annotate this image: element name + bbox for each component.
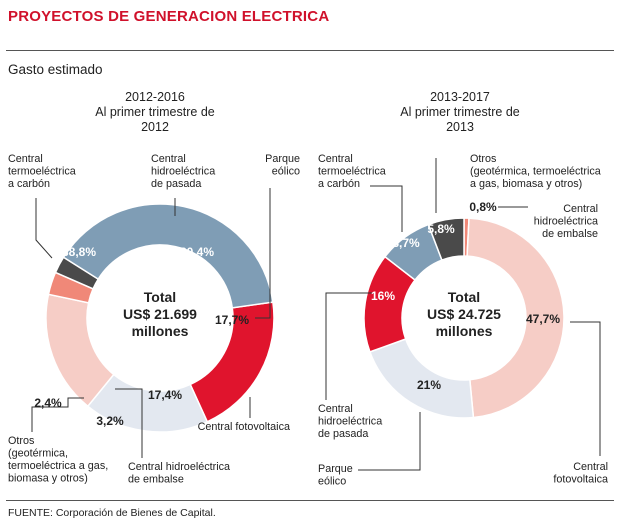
category-label-otros: Otros (geotérmica, termoeléctrica a gas, b… bbox=[470, 153, 601, 190]
category-label-hidro-pasada: Central hidroeléctrica de pasada bbox=[151, 153, 215, 190]
leader-line-carbon bbox=[35, 198, 53, 259]
bottom-rule bbox=[6, 500, 614, 501]
top-rule bbox=[6, 50, 614, 51]
category-label-fotovoltaica-line: Central bbox=[573, 461, 608, 473]
leader-line-eolico bbox=[255, 188, 271, 319]
category-label-carbon-line: a carbón bbox=[8, 178, 50, 190]
center-total-line: millones bbox=[436, 323, 493, 339]
category-label-eolico-line: eólico bbox=[272, 166, 300, 178]
value-label-eolico: 21% bbox=[417, 378, 441, 392]
category-label-hidro-pasada: Central hidroeléctrica de pasada bbox=[318, 403, 382, 440]
center-total-line: millones bbox=[132, 323, 189, 339]
category-label-hidro-embalse-line: hidroeléctrica bbox=[534, 216, 598, 228]
category-label-hidro-pasada-line: hidroeléctrica bbox=[151, 166, 215, 178]
category-label-hidro-pasada-line: de pasada bbox=[318, 428, 368, 440]
leader-line-hidro-pasada bbox=[325, 292, 374, 400]
category-label-carbon: Central termoeléctrica a carbón bbox=[8, 153, 76, 190]
period-heading-line: Al primer trimestre de bbox=[400, 105, 520, 119]
center-total-line: US$ 21.699 bbox=[123, 306, 197, 322]
value-label-otros: 2,4% bbox=[34, 396, 62, 410]
slice-carbon bbox=[62, 203, 274, 309]
period-heading-line: 2013 bbox=[446, 120, 474, 134]
category-label-hidro-embalse-line: Central hidroeléctrica bbox=[128, 461, 230, 473]
category-label-hidro-pasada-line: Central bbox=[151, 153, 186, 165]
donut-chart-1: 2012-2016 Al primer trimestre de 2012 Total… bbox=[8, 90, 300, 486]
category-label-hidro-pasada-line: Central bbox=[318, 403, 353, 415]
category-label-carbon-line: termoeléctrica bbox=[318, 166, 386, 178]
leader-line-hidro-embalse bbox=[115, 388, 143, 458]
category-label-otros: Otros (geotérmica, termoeléctrica a gas, bi… bbox=[8, 435, 108, 485]
category-label-carbon-line: a carbón bbox=[318, 178, 360, 190]
center-total-line: US$ 24.725 bbox=[427, 306, 501, 322]
category-label-otros-line: Otros bbox=[8, 435, 35, 447]
value-label-fotovoltaica: 17,4% bbox=[148, 388, 182, 402]
period-heading-line: 2012-2016 bbox=[125, 90, 185, 104]
category-label-eolico: Parque eólico bbox=[318, 463, 353, 488]
value-label-carbon: 8,7% bbox=[392, 236, 420, 250]
category-label-otros-line: (geotérmica, termoeléctrica bbox=[470, 166, 601, 178]
category-label-eolico-line: eólico bbox=[318, 476, 346, 488]
leader-line-fotovoltaica bbox=[570, 321, 601, 456]
category-label-hidro-embalse-line: de embalse bbox=[542, 228, 598, 240]
value-label-eolico: 17,7% bbox=[215, 313, 249, 327]
category-label-fotovoltaica-line: fotovoltaica bbox=[553, 474, 608, 486]
center-total-line: Total bbox=[144, 289, 176, 305]
category-label-hidro-embalse: Central hidroeléctrica de embalse bbox=[534, 203, 598, 240]
value-label-hidro-embalse: 0,8% bbox=[469, 200, 497, 214]
category-label-carbon-line: Central bbox=[8, 153, 43, 165]
center-total: Total US$ 24.725 millones bbox=[427, 289, 501, 339]
category-label-hidro-embalse-line: Central bbox=[563, 203, 598, 215]
value-label-hidro-pasada: 16% bbox=[371, 289, 395, 303]
category-label-hidro-pasada-line: de pasada bbox=[151, 178, 201, 190]
category-label-hidro-pasada-line: hidroeléctrica bbox=[318, 416, 382, 428]
category-label-eolico-line: Parque bbox=[318, 463, 353, 475]
category-label-carbon: Central termoeléctrica a carbón bbox=[318, 153, 386, 190]
period-heading: 2013-2017 Al primer trimestre de 2013 bbox=[400, 90, 520, 134]
donut-chart-2: 2013-2017 Al primer trimestre de 2013 Total… bbox=[318, 90, 608, 488]
category-label-otros-line: Otros bbox=[470, 153, 497, 165]
leader-line-carbon bbox=[370, 185, 403, 232]
source-note: FUENTE: Corporación de Bienes de Capital… bbox=[8, 507, 216, 519]
value-label-fotovoltaica: 47,7% bbox=[526, 312, 560, 326]
center-total-line: Total bbox=[448, 289, 480, 305]
period-heading-line: 2013-2017 bbox=[430, 90, 490, 104]
category-label-eolico-line: Parque bbox=[265, 153, 300, 165]
category-label-hidro-embalse: Central hidroeléctrica de embalse bbox=[128, 461, 230, 486]
category-label-otros-line: termoeléctrica a gas, bbox=[8, 460, 108, 472]
slice-fotovoltaica bbox=[466, 217, 565, 419]
leader-line-otros bbox=[31, 397, 84, 432]
category-label-otros-line: a gas, biomasa y otros) bbox=[470, 178, 582, 190]
period-heading-line: 2012 bbox=[141, 120, 169, 134]
value-label-hidro-embalse: 3,2% bbox=[96, 414, 124, 428]
category-label-fotovoltaica-line: Central fotovoltaica bbox=[198, 421, 290, 433]
category-label-hidro-embalse-line: de embalse bbox=[128, 474, 184, 486]
period-heading-line: Al primer trimestre de bbox=[95, 105, 215, 119]
page-title: PROYECTOS DE GENERACION ELECTRICA bbox=[8, 8, 330, 25]
value-label-carbon: 38,8% bbox=[62, 245, 96, 259]
category-label-fotovoltaica: Central fotovoltaica bbox=[553, 461, 608, 486]
period-heading: 2012-2016 Al primer trimestre de 2012 bbox=[95, 90, 215, 134]
category-label-fotovoltaica: Central fotovoltaica bbox=[198, 421, 290, 433]
category-label-eolico: Parque eólico bbox=[265, 153, 300, 178]
center-total: Total US$ 21.699 millones bbox=[123, 289, 197, 339]
chart-subtitle: Gasto estimado bbox=[8, 62, 103, 77]
value-label-otros: 5,8% bbox=[427, 222, 455, 236]
category-label-carbon-line: termoeléctrica bbox=[8, 166, 76, 178]
value-label-hidro-pasada: 20,4% bbox=[180, 245, 214, 259]
category-label-otros-line: biomasa y otros) bbox=[8, 473, 88, 485]
category-label-otros-line: (geotérmica, bbox=[8, 448, 68, 460]
category-label-carbon-line: Central bbox=[318, 153, 353, 165]
slice-otros bbox=[427, 217, 465, 262]
leader-line-eolico bbox=[358, 412, 421, 471]
